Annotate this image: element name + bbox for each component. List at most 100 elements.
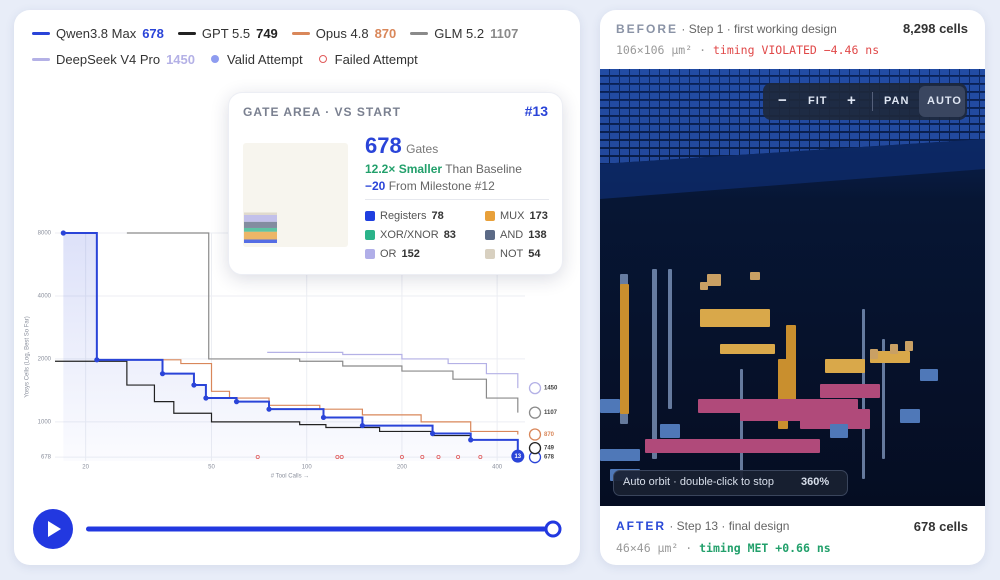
end-label: 1450 (544, 386, 558, 392)
cell-block (750, 272, 760, 280)
cell-block (600, 399, 620, 413)
end-marker (528, 441, 542, 455)
orbit-pill[interactable]: Auto orbit · double-click to stop 360% (613, 470, 848, 496)
legend-item: Opus 4.8 870 (291, 24, 397, 42)
breakdown-name: AND (500, 229, 524, 241)
cells (600, 269, 938, 481)
auto-bg (919, 86, 965, 117)
breakdown-item: XOR/XNOR 83 (365, 228, 485, 242)
cell-block (830, 424, 848, 438)
end-label: 749 (544, 446, 555, 452)
cell-block (645, 439, 820, 453)
progress-track[interactable] (86, 526, 553, 532)
cell-block (652, 269, 657, 459)
y-tick-label: 1000 (38, 419, 52, 425)
legend-value: 1107 (490, 25, 519, 41)
area (63, 233, 518, 461)
before-header: BEFORE · Step 1 · first working design (616, 22, 837, 36)
y-tick-label: 4000 (38, 294, 52, 300)
breakdown: Registers 78 MUX 173 XOR/XNOR 83 AND 138 OR 152 NO… (365, 209, 555, 261)
layout-viewer[interactable] (600, 69, 985, 506)
view-controls: − FIT + PAN AUTO (763, 83, 967, 120)
breakdown-swatch (485, 211, 495, 221)
milestone-badge (511, 449, 525, 463)
after-meta: 46×46 µm² · timing MET +0.66 ns (616, 541, 831, 555)
valid-attempt (429, 430, 436, 437)
legend-value: 870 (374, 25, 397, 41)
legend-item: GPT 5.5 749 (177, 24, 278, 42)
end-label: 870 (544, 432, 555, 438)
valid-attempt (203, 395, 209, 401)
x-tick-label: 20 (82, 465, 89, 471)
gates-line: 678 Gates (365, 133, 438, 159)
x-tick-label: 400 (492, 465, 503, 471)
legend-swatch (32, 57, 50, 61)
legend-label: Qwen3.8 Max (56, 25, 137, 41)
valid-attempt (159, 371, 166, 377)
legend-value: 749 (256, 25, 278, 41)
breakdown-item: NOT 54 (485, 247, 555, 261)
after-label: AFTER (616, 519, 666, 533)
zoom-in[interactable]: + (847, 92, 857, 109)
design-card: BEFORE · Step 1 · first working design 8… (600, 10, 985, 565)
legend-value: 678 (142, 25, 164, 41)
series-line (96, 359, 519, 435)
cell-block (720, 344, 775, 354)
legend-item: DeepSeek V4 Pro 1450 (32, 50, 195, 68)
pan[interactable]: PAN (884, 95, 910, 107)
end-marker (528, 381, 542, 395)
end-marker (528, 406, 542, 419)
failed-attempt (339, 454, 344, 459)
cell-block (740, 409, 870, 421)
legend-item: GLM 5.2 1107 (410, 24, 518, 42)
cell-block (700, 282, 708, 290)
milestone-label: 13 (514, 454, 521, 460)
failed-attempt (478, 454, 483, 459)
ratio: 12.2× Smaller (365, 162, 443, 176)
y-tick-label: 2000 (38, 356, 52, 362)
x-tick-label: 100 (302, 465, 313, 471)
valid-attempt (468, 437, 474, 443)
valid-attempt (60, 230, 66, 236)
breakdown-value: 78 (431, 210, 444, 222)
breakdown-swatch (365, 249, 375, 259)
failed-attempt (436, 454, 441, 459)
thumbnail-layer (244, 239, 277, 243)
legend-swatch (177, 31, 196, 35)
breakdown-swatch (365, 211, 375, 221)
legend-item: Valid Attempt (209, 50, 303, 68)
legend-label: DeepSeek V4 Pro (56, 51, 161, 67)
auto[interactable]: AUTO (927, 95, 962, 107)
after-area: 46×46 µm² (616, 541, 679, 555)
after-step: · Step 13 · final design (669, 519, 790, 533)
cell-block (700, 309, 770, 327)
x-axis-label: # Tool Calls → (271, 474, 310, 480)
y-axis-label: Yosys Cells (Log, Best So Far) (25, 316, 31, 397)
valid-attempt (266, 406, 272, 412)
end-label: 678 (544, 455, 555, 461)
before-timing: timing VIOLATED −4.46 ns (712, 43, 880, 57)
cell-block (660, 424, 680, 438)
breakdown-value: 138 (528, 229, 547, 241)
valid-attempt (320, 414, 327, 421)
legend-label: GPT 5.5 (201, 25, 251, 41)
valid-attempt (94, 357, 100, 363)
legend-item: Failed Attempt (317, 50, 418, 68)
gates-unit: Gates (406, 142, 439, 156)
failed-attempt (399, 454, 404, 459)
cell-block (786, 325, 796, 405)
ratio-line: 12.2× Smaller Than Baseline (365, 162, 522, 176)
breakdown-swatch (365, 230, 375, 240)
fit[interactable]: FIT (808, 95, 828, 107)
cell-block (600, 449, 640, 461)
breakdown-name: OR (380, 248, 397, 260)
cell-block (905, 341, 913, 351)
progress-knob[interactable] (544, 520, 562, 538)
after-timing: timing MET +0.66 ns (699, 541, 831, 555)
zoom-out[interactable]: − (778, 92, 788, 109)
failed-attempt (335, 454, 340, 459)
thumbnail-layer (244, 212, 277, 215)
tooltip-title: GATE AREA · VS START (243, 105, 401, 119)
separator: · (685, 541, 693, 555)
